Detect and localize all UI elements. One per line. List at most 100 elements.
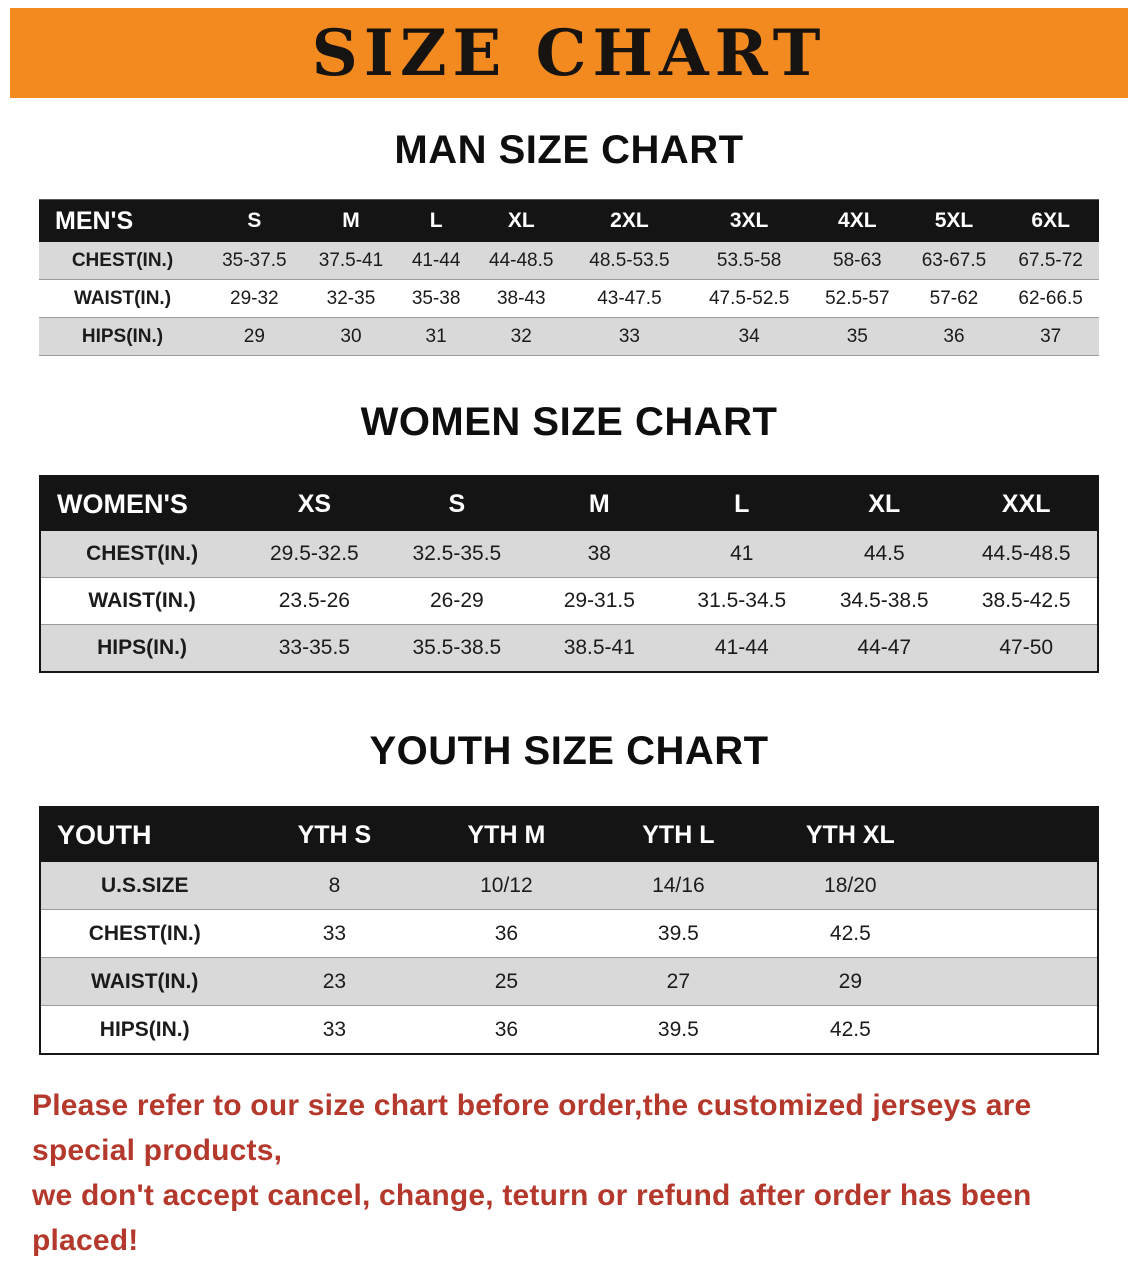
size-header-cell: 4XL	[808, 199, 906, 242]
size-value-cell: 57-62	[905, 279, 1003, 318]
women-size-table: WOMEN'S XS S M L XL XXL CHEST(IN.) 29.5-32.5 32.5…	[39, 475, 1099, 673]
size-header-cell: 2XL	[569, 199, 690, 242]
size-header-cell: S	[385, 476, 529, 531]
size-value-cell: 32	[472, 317, 570, 356]
men-section-heading: MAN SIZE CHART	[394, 128, 744, 172]
size-value-cell: 38	[528, 531, 671, 578]
size-value-cell: 38-43	[472, 279, 570, 318]
size-header-cell: YTH L	[592, 807, 765, 862]
size-value-cell: 36	[420, 1005, 593, 1055]
size-value-cell: 27	[592, 957, 765, 1006]
row-spacer-cell	[936, 862, 1098, 910]
size-value-cell: 18/20	[764, 862, 937, 910]
table-row: HIPS(IN.) 33 36 39.5 42.5	[40, 1005, 1098, 1055]
size-value-cell: 29-32	[206, 279, 303, 318]
size-value-cell: 43-47.5	[569, 279, 690, 318]
disclaimer: Please refer to our size chart before or…	[32, 1083, 1108, 1263]
table-row: CHEST(IN.) 33 36 39.5 42.5	[40, 909, 1098, 958]
size-value-cell: 34	[689, 317, 809, 356]
row-label-cell: CHEST(IN.)	[39, 242, 206, 280]
size-value-cell: 34.5-38.5	[813, 577, 956, 625]
size-value-cell: 44-47	[813, 624, 956, 673]
size-value-cell: 35	[808, 317, 906, 356]
size-value-cell: 41	[670, 531, 814, 578]
row-label-cell: WAIST(IN.)	[40, 577, 244, 625]
size-value-cell: 41-44	[670, 624, 814, 673]
header-row: MEN'S S M L XL 2XL 3XL 4XL 5XL 6XL	[39, 199, 1099, 242]
disclaimer-line-2: we don't accept cancel, change, teturn o…	[32, 1179, 1032, 1257]
table-row: WAIST(IN.) 23.5-26 26-29 29-31.5 31.5-34.5 34…	[40, 577, 1098, 625]
size-header-cell: 3XL	[689, 199, 809, 242]
size-value-cell: 35-38	[399, 279, 473, 318]
size-value-cell: 67.5-72	[1002, 242, 1099, 280]
size-value-cell: 23	[248, 957, 421, 1006]
size-value-cell: 33	[569, 317, 690, 356]
size-value-cell: 14/16	[592, 862, 765, 910]
size-header-cell: XS	[243, 476, 386, 531]
size-value-cell: 44-48.5	[472, 242, 570, 280]
row-label-cell: HIPS(IN.)	[40, 624, 244, 673]
size-chart-sections: MAN SIZE CHART MEN'S S M L XL 2XL 3XL 4XL 5XL 6XL C…	[0, 128, 1138, 1055]
table-row: WAIST(IN.) 29-32 32-35 35-38 38-43 43-47.5 47.…	[39, 279, 1099, 318]
table-row: U.S.SIZE 8 10/12 14/16 18/20	[40, 862, 1098, 910]
size-header-cell: L	[399, 199, 473, 242]
header-row: YOUTH YTH S YTH M YTH L YTH XL	[40, 807, 1098, 862]
size-value-cell: 36	[420, 909, 593, 958]
size-header-cell: M	[302, 199, 400, 242]
table-row: CHEST(IN.) 35-37.5 37.5-41 41-44 44-48.5 48.5…	[39, 242, 1099, 280]
page-title: SIZE CHART	[311, 15, 827, 91]
size-value-cell: 39.5	[592, 909, 765, 958]
women-section-heading: WOMEN SIZE CHART	[360, 400, 778, 444]
size-value-cell: 58-63	[808, 242, 906, 280]
size-value-cell: 35-37.5	[206, 242, 303, 280]
row-label-cell: HIPS(IN.)	[39, 317, 206, 356]
size-value-cell: 32-35	[302, 279, 400, 318]
row-label-cell: CHEST(IN.)	[40, 909, 249, 958]
size-value-cell: 38.5-41	[528, 624, 671, 673]
size-value-cell: 29-31.5	[528, 577, 671, 625]
row-label-cell: WAIST(IN.)	[39, 279, 206, 318]
category-header-cell: YOUTH	[40, 807, 249, 862]
youth-size-section: YOUTH SIZE CHART YOUTH YTH S YTH M YTH L YTH …	[0, 729, 1138, 1055]
disclaimer-line-1: Please refer to our size chart before or…	[32, 1089, 1032, 1167]
size-value-cell: 29.5-32.5	[243, 531, 386, 578]
men-size-table: MEN'S S M L XL 2XL 3XL 4XL 5XL 6XL CHEST(IN.) 35-37…	[39, 199, 1099, 356]
category-header-cell: WOMEN'S	[40, 476, 244, 531]
size-header-cell: 6XL	[1002, 199, 1099, 242]
youth-size-table: YOUTH YTH S YTH M YTH L YTH XL U.S.SIZE 8 10/12…	[39, 806, 1099, 1055]
size-value-cell: 33	[248, 1005, 421, 1055]
size-value-cell: 25	[420, 957, 593, 1006]
size-value-cell: 32.5-35.5	[385, 531, 529, 578]
size-value-cell: 26-29	[385, 577, 529, 625]
size-header-cell: YTH S	[248, 807, 421, 862]
header-spacer-cell	[936, 807, 1098, 862]
size-header-cell: XL	[813, 476, 956, 531]
men-size-section: MAN SIZE CHART MEN'S S M L XL 2XL 3XL 4XL 5XL 6XL C…	[0, 128, 1138, 356]
size-value-cell: 53.5-58	[689, 242, 809, 280]
size-header-cell: XXL	[955, 476, 1098, 531]
size-value-cell: 29	[206, 317, 303, 356]
size-value-cell: 52.5-57	[808, 279, 906, 318]
size-value-cell: 33	[248, 909, 421, 958]
size-value-cell: 36	[905, 317, 1003, 356]
size-value-cell: 38.5-42.5	[955, 577, 1098, 625]
size-value-cell: 62-66.5	[1002, 279, 1099, 318]
size-header-cell: YTH M	[420, 807, 593, 862]
size-value-cell: 30	[302, 317, 400, 356]
women-size-section: WOMEN SIZE CHART WOMEN'S XS S M L XL XXL CHEST(I…	[0, 400, 1138, 673]
row-label-cell: HIPS(IN.)	[40, 1005, 249, 1055]
size-value-cell: 8	[248, 862, 421, 910]
size-value-cell: 31.5-34.5	[670, 577, 814, 625]
size-value-cell: 42.5	[764, 1005, 937, 1055]
size-value-cell: 10/12	[420, 862, 593, 910]
size-chart-banner: SIZE CHART	[10, 8, 1128, 98]
size-value-cell: 33-35.5	[243, 624, 386, 673]
size-header-cell: YTH XL	[764, 807, 937, 862]
size-value-cell: 23.5-26	[243, 577, 386, 625]
size-value-cell: 39.5	[592, 1005, 765, 1055]
size-value-cell: 31	[399, 317, 473, 356]
size-header-cell: L	[670, 476, 814, 531]
size-value-cell: 42.5	[764, 909, 937, 958]
header-row: WOMEN'S XS S M L XL XXL	[40, 476, 1098, 531]
row-spacer-cell	[936, 957, 1098, 1006]
